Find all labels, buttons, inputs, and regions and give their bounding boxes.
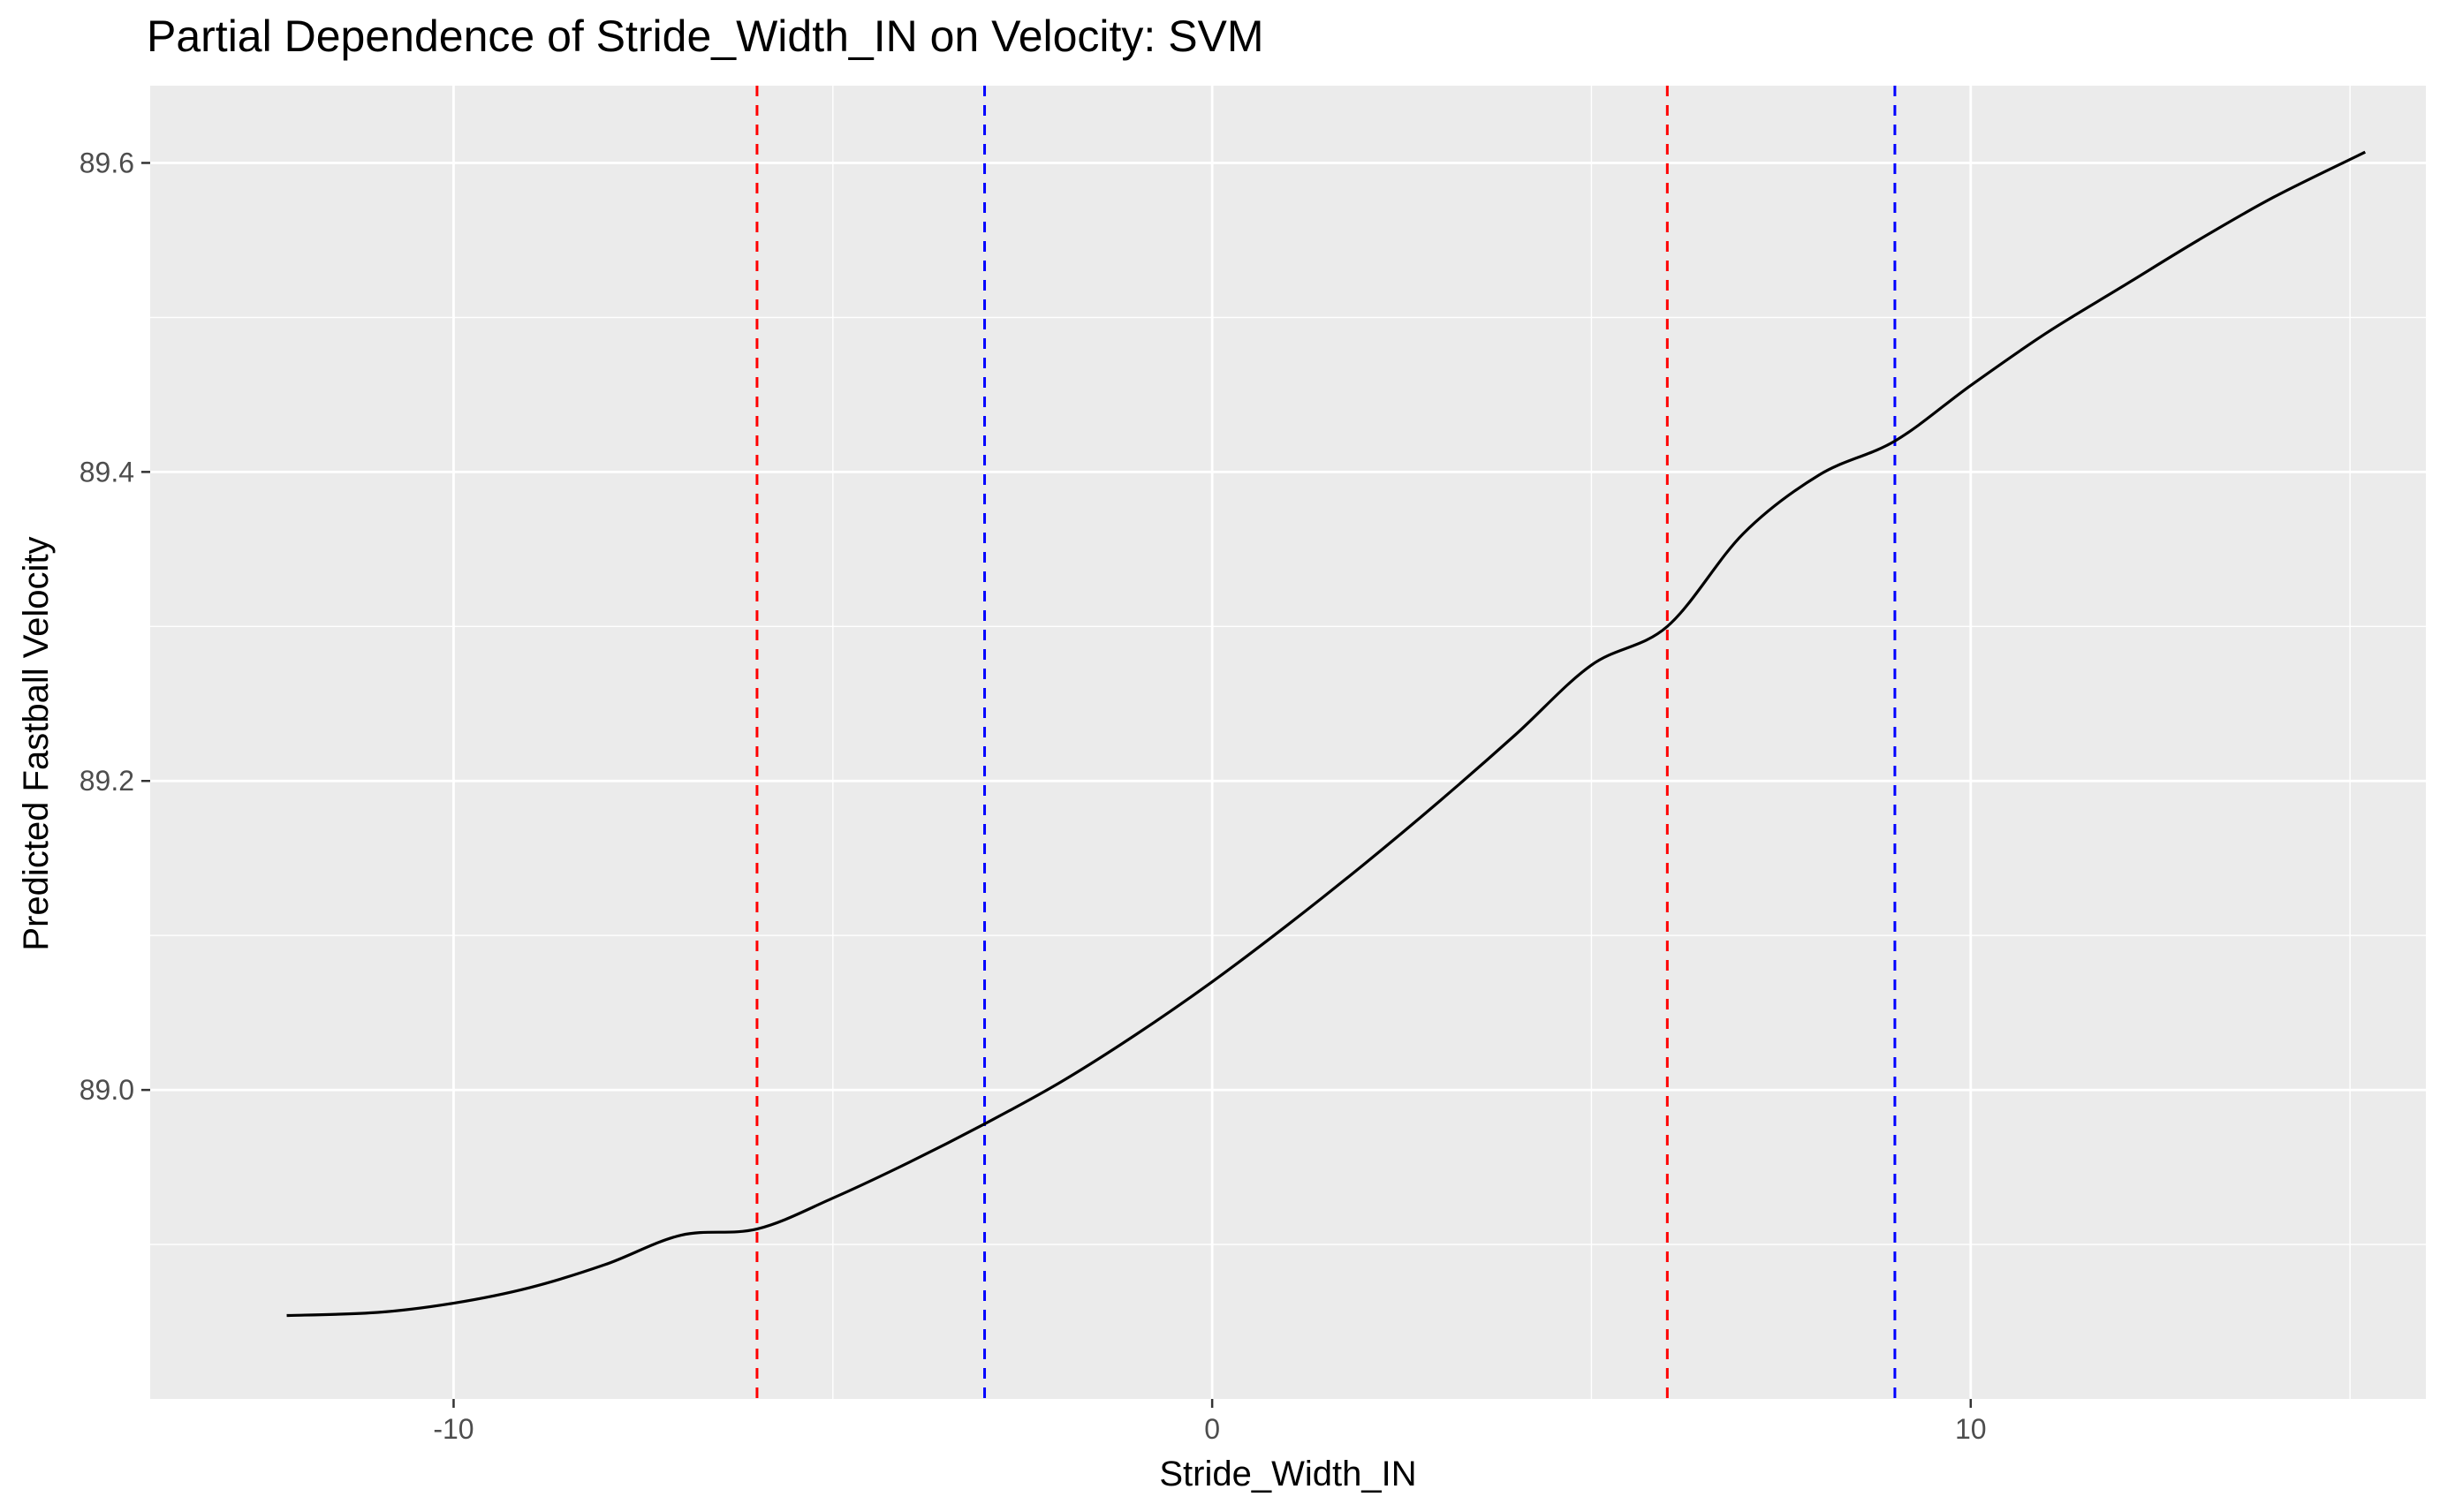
x-tick-label: 10 [1955, 1413, 1987, 1445]
y-tick-label: 89.0 [80, 1074, 134, 1106]
plot-panel [150, 86, 2426, 1399]
y-axis-title: Predicted Fastball Velocity [17, 536, 56, 950]
grid-minor [150, 86, 2426, 1399]
x-tick-label: 0 [1204, 1413, 1220, 1445]
y-tick-label: 89.6 [80, 147, 134, 178]
x-axis-title: Stride_Width_IN [1159, 1455, 1416, 1493]
reference-lines [755, 86, 1897, 1399]
y-axis: 89.0 89.2 89.4 89.6 [80, 147, 150, 1106]
series-group [286, 150, 2367, 1318]
y-tick-label: 89.4 [80, 456, 134, 488]
grid-major [150, 86, 2426, 1399]
x-axis: -10 0 10 [433, 1399, 1987, 1445]
x-tick-label: -10 [433, 1413, 474, 1445]
chart-title: Partial Dependence of Stride_Width_IN on… [147, 11, 1264, 61]
y-tick-label: 89.2 [80, 765, 134, 797]
series-line [286, 150, 2367, 1318]
